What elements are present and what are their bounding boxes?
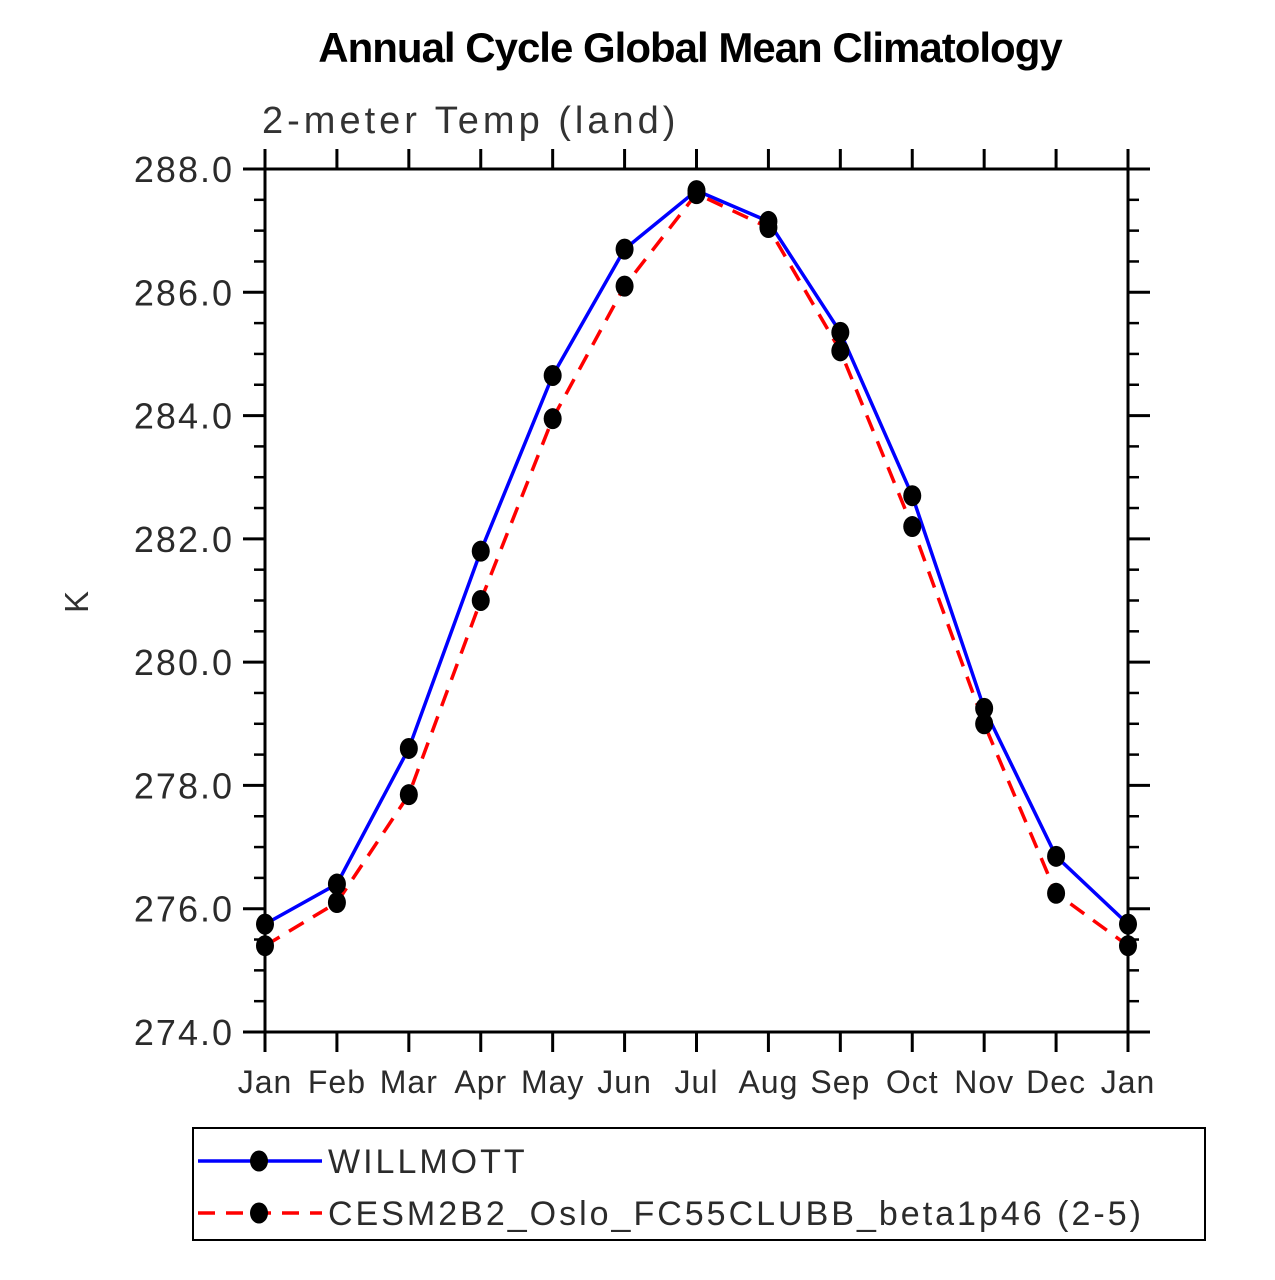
legend-sample-marker [250, 1150, 268, 1172]
legend-entry-cesm2b2-oslo-fc55clubb-beta1: CESM2B2_Oslo_FC55CLUBB_beta1p46 (2-5) [198, 1195, 1144, 1233]
data-point-marker [471, 540, 490, 562]
legend-sample-marker [250, 1202, 268, 1224]
data-point-marker [1119, 935, 1137, 957]
data-point-marker [543, 408, 562, 430]
x-axis-ticks: Jan Feb Mar Apr May Jun Jul Aug Sep Oct Nov Dec Jan [238, 149, 1156, 1100]
x-tick-label: Sep [810, 1064, 870, 1100]
data-point-marker [256, 913, 274, 935]
y-axis-title: K [58, 591, 95, 613]
legend-entry-willmott: WILLMOTT [198, 1143, 528, 1181]
data-point-marker [687, 183, 706, 205]
legend-label: WILLMOTT [328, 1143, 528, 1181]
series-line-willmott [264, 188, 1130, 926]
data-point-marker [903, 516, 922, 538]
data-point-marker [615, 238, 634, 260]
x-tick-label: May [521, 1064, 584, 1100]
y-tick-label: 284.0 [134, 396, 234, 437]
data-point-marker [759, 217, 778, 239]
y-tick-label: 274.0 [134, 1012, 234, 1053]
y-tick-label: 286.0 [134, 272, 234, 313]
data-point-marker [256, 935, 274, 957]
legend-label: CESM2B2_Oslo_FC55CLUBB_beta1p46 (2-5) [328, 1195, 1144, 1233]
x-tick-label: Oct [886, 1064, 939, 1100]
x-tick-label: Jan [1101, 1064, 1156, 1100]
x-tick-label: Mar [380, 1064, 438, 1100]
legend-box [192, 1127, 1206, 1241]
x-tick-label: Apr [454, 1064, 507, 1100]
chart-title: Annual Cycle Global Mean Climatology [318, 24, 1063, 71]
data-point-marker [327, 892, 346, 914]
data-point-marker [831, 321, 850, 343]
data-point-marker [975, 713, 994, 735]
series-markers-willmott [256, 180, 1137, 935]
x-tick-label: Feb [308, 1064, 366, 1100]
data-point-marker [903, 485, 922, 507]
y-tick-label: 276.0 [134, 889, 234, 930]
y-tick-label: 288.0 [134, 149, 234, 190]
y-axis-ticks [243, 167, 1150, 1034]
x-tick-label: Aug [738, 1064, 798, 1100]
plot-area-border [263, 167, 1130, 1034]
data-point-marker [327, 873, 346, 895]
x-tick-label: Jul [675, 1064, 719, 1100]
y-tick-label: 280.0 [134, 642, 234, 683]
y-tick-label: 282.0 [134, 519, 234, 560]
series-line-cesm2b2-oslo-fc55clubb-beta1 [264, 191, 1130, 948]
legend: WILLMOTT CESM2B2_Oslo_FC55CLUBB_beta1p46 … [192, 1127, 1206, 1241]
x-tick-label: Jun [597, 1064, 652, 1100]
data-point-marker [399, 737, 418, 759]
y-tick-label: 278.0 [134, 765, 234, 806]
chart-subtitle: 2-meter Temp (land) [262, 100, 679, 142]
data-point-marker [615, 275, 634, 297]
data-point-marker [471, 590, 490, 611]
x-tick-label: Dec [1026, 1064, 1086, 1100]
series-markers-cesm2b2-oslo-fc55clubb-beta1 [256, 183, 1137, 957]
data-point-marker [831, 340, 850, 362]
data-point-marker [1047, 845, 1066, 867]
y-axis-labels: 274.0 276.0 278.0 280.0 282.0 284.0 286.0 288.0 [134, 149, 234, 1053]
data-point-marker [543, 365, 562, 387]
data-point-marker [1119, 913, 1137, 935]
x-tick-label: Jan [238, 1064, 293, 1100]
data-point-marker [1047, 882, 1066, 904]
x-tick-label: Nov [954, 1064, 1014, 1100]
data-point-marker [975, 697, 994, 719]
data-point-marker [399, 784, 418, 806]
